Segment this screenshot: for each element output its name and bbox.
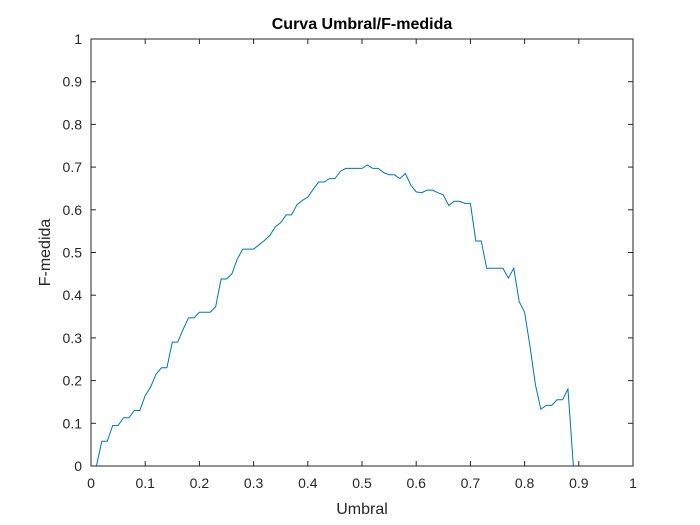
y-tick-label: 0.8: [63, 116, 83, 132]
y-tick-label: 0.9: [63, 74, 83, 90]
x-tick-label: 1: [629, 475, 637, 491]
y-tick-label: 1: [74, 31, 82, 47]
y-tick-label: 0.5: [63, 245, 83, 261]
x-tick-label: 0.4: [298, 475, 318, 491]
y-tick-label: 0.1: [63, 415, 83, 431]
x-tick-label: 0.8: [515, 475, 535, 491]
y-tick-label: 0.2: [63, 373, 83, 389]
x-tick-label: 0.5: [352, 475, 372, 491]
y-tick-label: 0: [74, 458, 82, 474]
chart-title: Curva Umbral/F-medida: [272, 16, 453, 33]
x-tick-label: 0.6: [406, 475, 426, 491]
x-tick-label: 0.7: [461, 475, 481, 491]
x-axis-label: Umbral: [336, 501, 388, 518]
y-axis-label: F-medida: [37, 219, 54, 287]
y-tick-label: 0.4: [63, 287, 83, 303]
y-tick-label: 0.3: [63, 330, 83, 346]
series-line: [95, 164, 633, 467]
y-tick-labels: 0 0.1 0.2 0.3 0.4 0.5 0.6 0.7 0.8 0.9 1: [63, 31, 83, 474]
x-tick-label: 0: [87, 475, 95, 491]
x-tick-label: 0.3: [244, 475, 264, 491]
plot-box: [90, 38, 634, 467]
y-tick-label: 0.6: [63, 202, 83, 218]
y-tick-label: 0.7: [63, 159, 83, 175]
plot-background: [91, 39, 633, 466]
x-tick-label: 0.9: [569, 475, 589, 491]
x-tick-labels: 0 0.1 0.2 0.3 0.4 0.5 0.6 0.7 0.8 0.9 1: [87, 475, 637, 491]
x-tick-label: 0.2: [190, 475, 210, 491]
x-tick-label: 0.1: [135, 475, 155, 491]
